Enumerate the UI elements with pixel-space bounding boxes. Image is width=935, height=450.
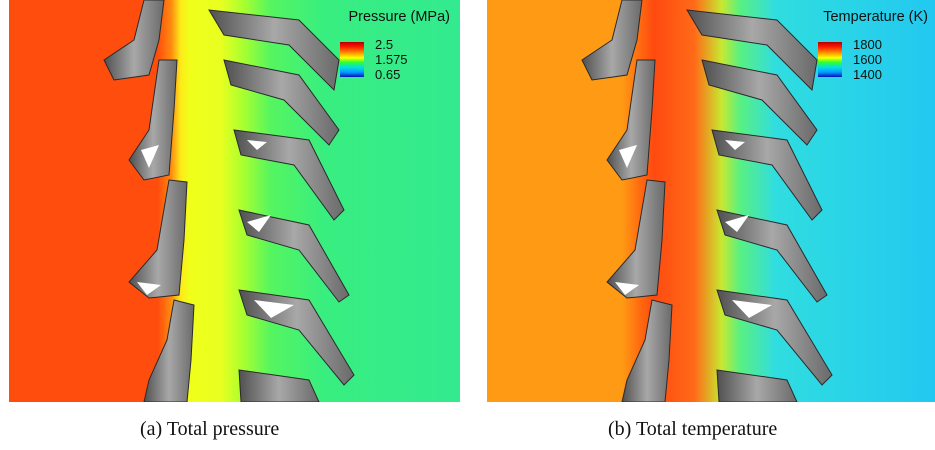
tip-cavity (725, 140, 745, 150)
tip-cavity (137, 282, 161, 295)
tip-cavity (725, 215, 749, 232)
legend-mid-label: 1600 (853, 52, 882, 67)
pressure-contour-plot (9, 0, 460, 402)
vane-blade (606, 179, 666, 299)
rotor-blade (701, 59, 818, 146)
legend-title: Temperature (K) (823, 9, 928, 25)
color-scale-bar (340, 42, 364, 77)
tip-cavity (619, 145, 637, 168)
legend-title: Pressure (MPa) (348, 9, 450, 25)
rotor-blade (686, 9, 818, 92)
vane-blade (128, 179, 188, 299)
rotor-blade (233, 129, 345, 221)
color-scale-bar (818, 42, 842, 77)
legend-mid-label: 1.575 (375, 52, 408, 67)
rotor-blade (223, 59, 340, 146)
rotor-blade (711, 129, 823, 221)
legend-min-label: 0.65 (375, 67, 401, 82)
legend-max-label: 1800 (853, 37, 882, 52)
tip-cavity (254, 300, 294, 318)
tip-cavity (247, 140, 267, 150)
vane-blade (581, 0, 643, 81)
vane-blade (621, 299, 673, 402)
vane-blade (103, 0, 165, 81)
rotor-blade (238, 209, 350, 303)
tip-cavity (141, 145, 159, 168)
caption-total-temperature: (b) Total temperature (608, 418, 778, 440)
tip-cavity (615, 282, 639, 295)
tip-cavity (732, 300, 772, 318)
vane-blade (143, 299, 195, 402)
rotor-blade (238, 369, 320, 402)
blade-tip-cavities (137, 140, 294, 318)
rotor-blade (208, 9, 340, 92)
temperature-contour-panel: Temperature (K) 1800 1600 1400 (487, 0, 935, 402)
blade-tip-cavities (615, 140, 772, 318)
tip-cavity (247, 215, 271, 232)
legend-min-label: 1400 (853, 67, 882, 82)
caption-total-pressure: (a) Total pressure (140, 418, 280, 440)
legend-max-label: 2.5 (375, 37, 394, 52)
rotor-blade (716, 209, 828, 303)
temperature-contour-plot (487, 0, 935, 402)
rotor-blade (716, 369, 798, 402)
pressure-contour-panel: Pressure (MPa) 2.5 1.575 0.65 (9, 0, 460, 402)
